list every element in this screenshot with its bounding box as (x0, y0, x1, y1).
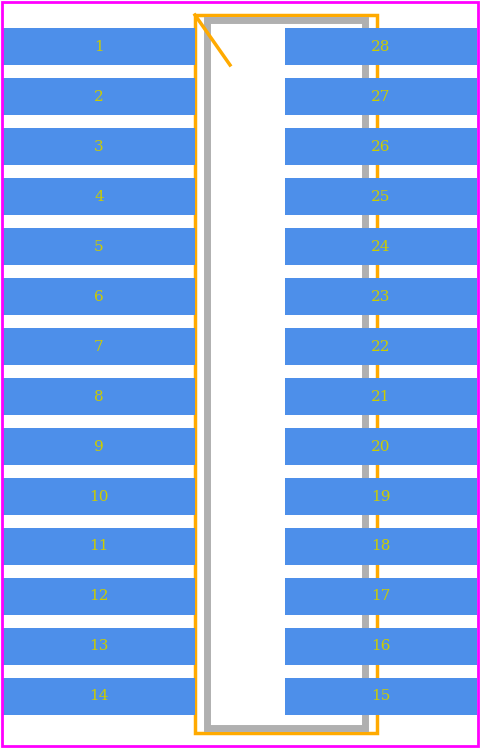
Text: 1: 1 (94, 40, 104, 54)
Text: 5: 5 (94, 239, 104, 254)
Text: 8: 8 (94, 390, 104, 403)
Text: 7: 7 (94, 340, 104, 354)
Text: 27: 27 (372, 90, 391, 103)
Bar (3, 28, 195, 65)
Bar (207, 20, 365, 728)
Text: 16: 16 (371, 640, 391, 654)
Bar (3, 578, 195, 615)
Bar (3, 228, 195, 265)
Bar (285, 228, 477, 265)
Bar (3, 128, 195, 165)
Text: 9: 9 (94, 440, 104, 453)
Bar (3, 678, 195, 715)
Bar (285, 328, 477, 365)
Text: 4: 4 (94, 189, 104, 203)
Text: 12: 12 (89, 589, 109, 604)
Bar (3, 628, 195, 665)
Bar (285, 278, 477, 315)
Text: 28: 28 (372, 40, 391, 54)
Bar (285, 178, 477, 215)
Bar (3, 378, 195, 415)
Bar (285, 378, 477, 415)
Bar (3, 278, 195, 315)
Bar (285, 628, 477, 665)
Bar (3, 178, 195, 215)
Bar (3, 78, 195, 115)
Text: 19: 19 (371, 489, 391, 503)
Text: 20: 20 (371, 440, 391, 453)
Text: 25: 25 (372, 189, 391, 203)
Text: 23: 23 (372, 289, 391, 304)
Text: 18: 18 (372, 539, 391, 554)
Bar (285, 28, 477, 65)
Text: 14: 14 (89, 690, 109, 704)
Text: 21: 21 (371, 390, 391, 403)
Text: 17: 17 (372, 589, 391, 604)
Bar (285, 78, 477, 115)
Bar (285, 578, 477, 615)
Text: 13: 13 (89, 640, 108, 654)
Text: 22: 22 (371, 340, 391, 354)
Bar (285, 128, 477, 165)
Bar (285, 478, 477, 515)
Bar (3, 478, 195, 515)
Bar (285, 528, 477, 565)
Bar (285, 428, 477, 465)
Bar (285, 678, 477, 715)
Text: 6: 6 (94, 289, 104, 304)
Text: 2: 2 (94, 90, 104, 103)
Bar (195, 15, 377, 733)
Text: 24: 24 (371, 239, 391, 254)
Text: 26: 26 (371, 139, 391, 153)
Text: 15: 15 (372, 690, 391, 704)
Bar (3, 328, 195, 365)
Text: 3: 3 (94, 139, 104, 153)
Text: 10: 10 (89, 489, 109, 503)
Bar (3, 528, 195, 565)
Bar (3, 428, 195, 465)
Text: 11: 11 (89, 539, 109, 554)
